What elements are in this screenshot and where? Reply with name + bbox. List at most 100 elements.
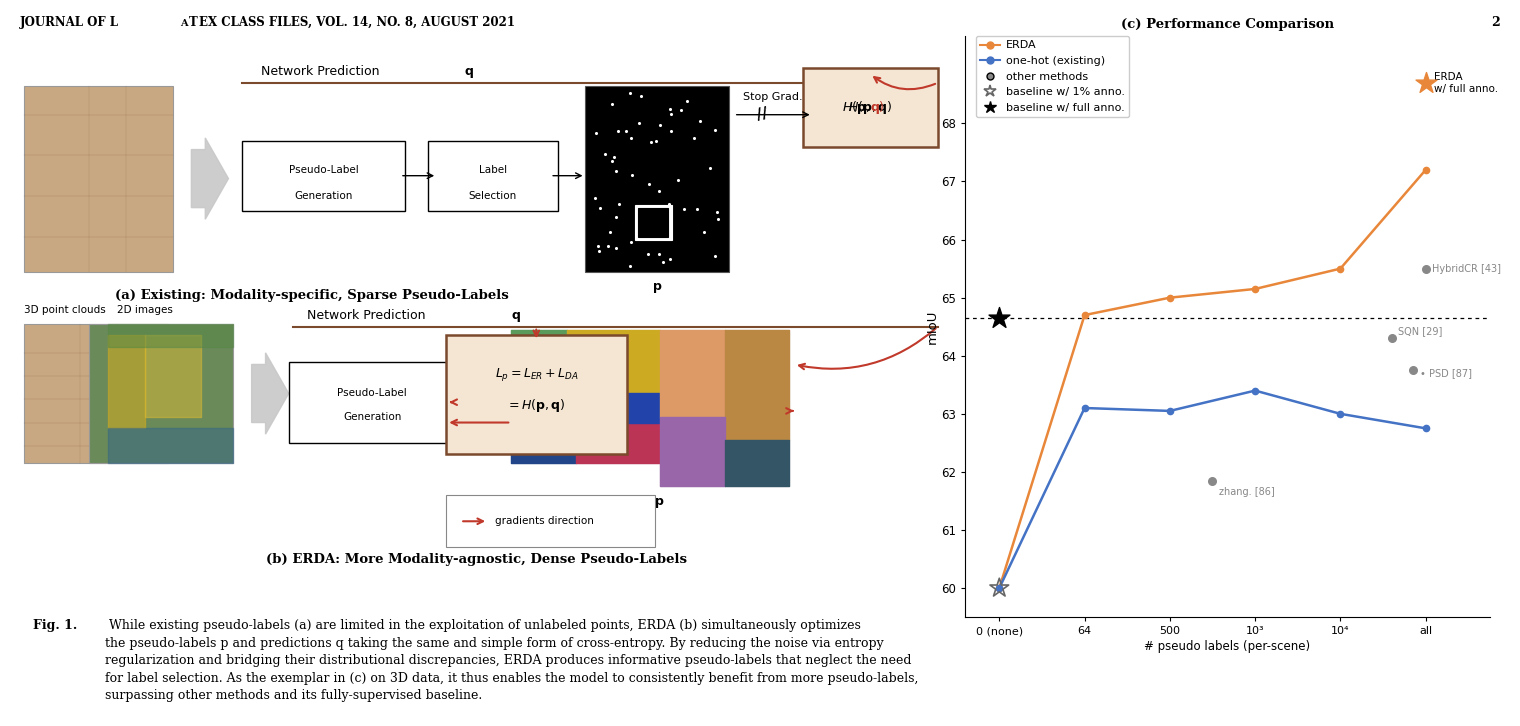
FancyBboxPatch shape — [447, 495, 655, 547]
Point — [705, 213, 730, 225]
Point — [648, 120, 672, 131]
Text: (b) ERDA: More Modality-agnostic, Dense Pseudo-Labels: (b) ERDA: More Modality-agnostic, Dense … — [266, 553, 687, 566]
Point — [584, 127, 608, 139]
Point — [658, 253, 682, 265]
Legend: ERDA, one-hot (existing), other methods, baseline w/ 1% anno., baseline w/ full : ERDA, one-hot (existing), other methods,… — [976, 36, 1129, 117]
FancyBboxPatch shape — [634, 205, 672, 240]
Point — [617, 260, 641, 272]
Point — [637, 178, 661, 189]
Point — [605, 125, 629, 136]
Text: 3D point clouds: 3D point clouds — [24, 305, 106, 315]
Point — [597, 226, 622, 237]
Point — [587, 245, 611, 257]
FancyBboxPatch shape — [90, 324, 233, 463]
FancyBboxPatch shape — [447, 335, 628, 454]
Text: $\mathbf{q})$: $\mathbf{q})$ — [869, 99, 885, 115]
Point — [602, 151, 626, 163]
Point — [603, 242, 628, 253]
FancyBboxPatch shape — [24, 86, 173, 272]
Text: While existing pseudo-labels (a) are limited in the exploitation of unlabeled po: While existing pseudo-labels (a) are lim… — [105, 619, 918, 702]
Y-axis label: mIoU: mIoU — [926, 309, 938, 344]
Point — [588, 203, 613, 214]
Point — [1414, 77, 1438, 89]
Point — [1414, 263, 1438, 274]
Text: (a) Existing: Modality-specific, Sparse Pseudo-Labels: (a) Existing: Modality-specific, Sparse … — [116, 289, 509, 302]
Point — [593, 149, 617, 160]
Text: A: A — [179, 19, 188, 28]
Point — [628, 117, 652, 129]
Text: Network Prediction: Network Prediction — [307, 309, 430, 322]
Point — [1401, 364, 1426, 376]
Point — [986, 582, 1011, 594]
Text: JOURNAL OF L: JOURNAL OF L — [20, 16, 119, 29]
FancyBboxPatch shape — [660, 330, 789, 486]
Point — [675, 95, 699, 107]
Point — [648, 186, 672, 197]
Point — [608, 198, 632, 210]
Text: Generation: Generation — [344, 412, 401, 422]
Point — [672, 203, 696, 215]
Text: Generation: Generation — [295, 191, 353, 201]
Point — [638, 136, 663, 148]
Text: Stop Grad.: Stop Grad. — [743, 92, 803, 102]
FancyBboxPatch shape — [803, 68, 938, 147]
Point — [614, 125, 638, 136]
Point — [698, 162, 722, 174]
Point — [657, 197, 681, 209]
FancyBboxPatch shape — [242, 141, 404, 211]
Text: $H(\mathbf{p},\mathbf{q})$: $H(\mathbf{p},\mathbf{q})$ — [848, 99, 892, 115]
Text: EX CLASS FILES, VOL. 14, NO. 8, AUGUST 2021: EX CLASS FILES, VOL. 14, NO. 8, AUGUST 2… — [199, 16, 515, 29]
FancyBboxPatch shape — [289, 362, 456, 443]
Text: //: // — [755, 106, 769, 123]
Point — [692, 227, 716, 238]
Text: Pseudo-Label: Pseudo-Label — [337, 388, 407, 399]
Text: q: q — [511, 309, 520, 322]
Text: p: p — [655, 495, 664, 508]
Point — [684, 204, 708, 216]
Point — [646, 248, 670, 260]
Point — [666, 174, 690, 186]
Text: Fig. 1.: Fig. 1. — [33, 619, 78, 632]
Point — [585, 240, 610, 252]
Point — [628, 90, 652, 102]
Point — [651, 256, 675, 268]
Text: zhang. [86]: zhang. [86] — [1219, 487, 1275, 497]
Text: Network Prediction: Network Prediction — [261, 65, 383, 78]
Point — [702, 250, 727, 261]
Text: • PSD [87]: • PSD [87] — [1420, 368, 1471, 378]
FancyBboxPatch shape — [638, 208, 667, 237]
Point — [596, 240, 620, 252]
Text: Pseudo-Label: Pseudo-Label — [289, 165, 359, 175]
Point — [704, 124, 728, 136]
Text: q: q — [465, 65, 474, 78]
Text: HybridCR [43]: HybridCR [43] — [1432, 264, 1502, 274]
Point — [600, 98, 625, 110]
Point — [619, 132, 643, 144]
Text: $= H(\mathbf{p}, \mathbf{q})$: $= H(\mathbf{p}, \mathbf{q})$ — [506, 396, 565, 414]
Point — [644, 135, 669, 147]
X-axis label: # pseudo labels (per-scene): # pseudo labels (per-scene) — [1145, 640, 1310, 653]
Point — [658, 103, 682, 115]
Text: SQN [29]: SQN [29] — [1398, 327, 1442, 336]
Text: Label: Label — [479, 165, 506, 175]
FancyBboxPatch shape — [511, 330, 660, 463]
Text: $L_p = L_{ER} + L_{DA}$: $L_p = L_{ER} + L_{DA}$ — [494, 366, 578, 383]
Point — [1379, 333, 1403, 344]
FancyBboxPatch shape — [24, 324, 169, 463]
Text: 2D images: 2D images — [117, 305, 173, 315]
Point — [635, 248, 660, 259]
Text: ERDA
w/ full anno.: ERDA w/ full anno. — [1435, 72, 1499, 94]
Point — [660, 125, 684, 136]
FancyBboxPatch shape — [427, 141, 558, 211]
FancyBboxPatch shape — [585, 86, 730, 272]
Point — [582, 192, 606, 204]
Text: 2: 2 — [1491, 16, 1500, 29]
Point — [986, 312, 1011, 324]
Title: (c) Performance Comparison: (c) Performance Comparison — [1120, 18, 1335, 31]
Point — [603, 211, 628, 223]
Point — [681, 132, 705, 144]
Point — [603, 166, 628, 177]
Point — [619, 236, 643, 248]
Text: gradients direction: gradients direction — [496, 516, 594, 526]
Point — [617, 87, 641, 99]
